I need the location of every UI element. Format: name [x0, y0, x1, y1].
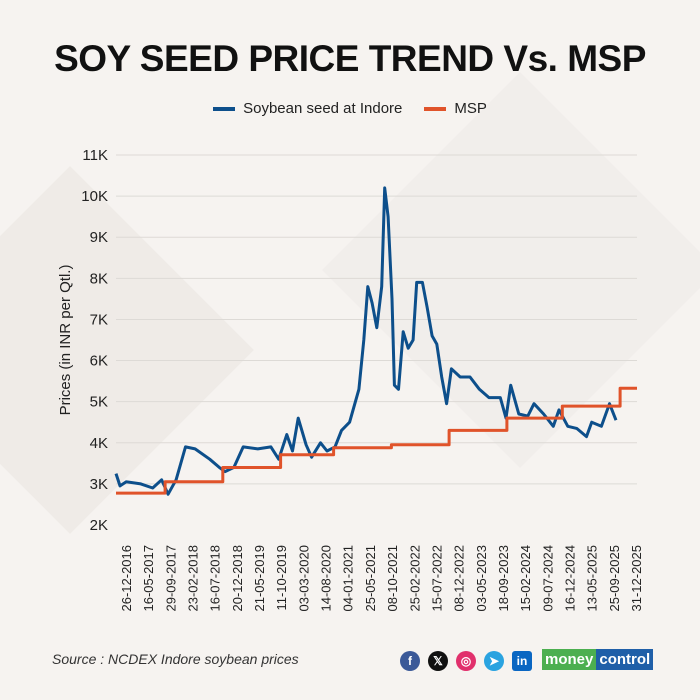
y-tick-label: 9K — [90, 229, 108, 246]
x-tick-label: 26-12-2016 — [119, 545, 134, 612]
y-tick-label: 3K — [90, 476, 108, 493]
y-tick-label: 4K — [90, 435, 108, 452]
y-tick-label: 10K — [81, 188, 108, 205]
legend-swatch — [213, 106, 236, 111]
telegram-icon[interactable]: ➤ — [484, 651, 504, 671]
y-tick-label: 2K — [90, 517, 108, 534]
x-tick-label: 11-10-2019 — [274, 545, 289, 611]
legend-swatch — [424, 106, 447, 111]
y-tick-label: 7K — [90, 311, 108, 328]
y-tick-label: 6K — [90, 353, 108, 370]
x-tick-label: 15-02-2024 — [518, 545, 533, 612]
y-axis-label: Prices (in INR per Qtl.) — [57, 265, 74, 416]
x-tick-label: 31-12-2025 — [629, 545, 644, 612]
x-tick-label: 13-05-2025 — [585, 545, 600, 612]
legend-item-soybean: Soybean seed at Indore — [213, 100, 402, 117]
x-tick-label: 25-02-2022 — [407, 545, 422, 612]
legend-item-msp: MSP — [424, 100, 487, 117]
x-tick-label: 04-01-2021 — [341, 545, 356, 612]
linkedin-icon[interactable]: in — [512, 651, 532, 671]
x-tick-label: 09-07-2024 — [540, 545, 555, 612]
x-tick-label: 08-12-2022 — [452, 545, 467, 612]
source-note: Source : NCDEX Indore soybean prices — [52, 651, 299, 667]
x-tick-label: 25-05-2021 — [363, 545, 378, 612]
x-tick-label: 16-05-2017 — [141, 545, 156, 612]
x-tick-label: 29-09-2017 — [163, 545, 178, 612]
msp-line — [116, 386, 637, 495]
legend-label: Soybean seed at Indore — [243, 100, 403, 117]
x-tick-label: 03-03-2020 — [296, 545, 311, 612]
y-tick-label: 5K — [90, 394, 108, 411]
x-tick-label: 08-10-2021 — [385, 545, 400, 612]
x-tick-label: 21-05-2019 — [252, 545, 267, 612]
x-icon[interactable]: 𝕏 — [428, 651, 448, 671]
facebook-icon[interactable]: f — [400, 651, 420, 671]
legend-label: MSP — [454, 100, 487, 117]
instagram-icon[interactable]: ◎ — [456, 651, 476, 671]
moneycontrol-logo: money control — [542, 649, 654, 670]
x-tick-label: 18-09-2023 — [496, 545, 511, 612]
x-tick-label: 15-07-2022 — [429, 545, 444, 612]
x-tick-label: 14-08-2020 — [319, 545, 334, 612]
x-tick-label: 16-12-2024 — [562, 545, 577, 612]
x-tick-label: 16-07-2018 — [208, 545, 223, 612]
x-tick-label: 03-05-2023 — [474, 545, 489, 612]
legend: Soybean seed at Indore MSP — [0, 100, 700, 117]
x-tick-label: 20-12-2018 — [230, 545, 245, 612]
y-tick-label: 11K — [82, 147, 108, 164]
social-links: f 𝕏 ◎ ➤ in — [400, 651, 532, 671]
chart-title: SOY SEED PRICE TREND Vs. MSP — [54, 38, 646, 79]
x-tick-label: 23-02-2018 — [186, 545, 201, 612]
y-tick-label: 8K — [90, 270, 108, 287]
x-tick-label: 25-09-2025 — [607, 545, 622, 612]
